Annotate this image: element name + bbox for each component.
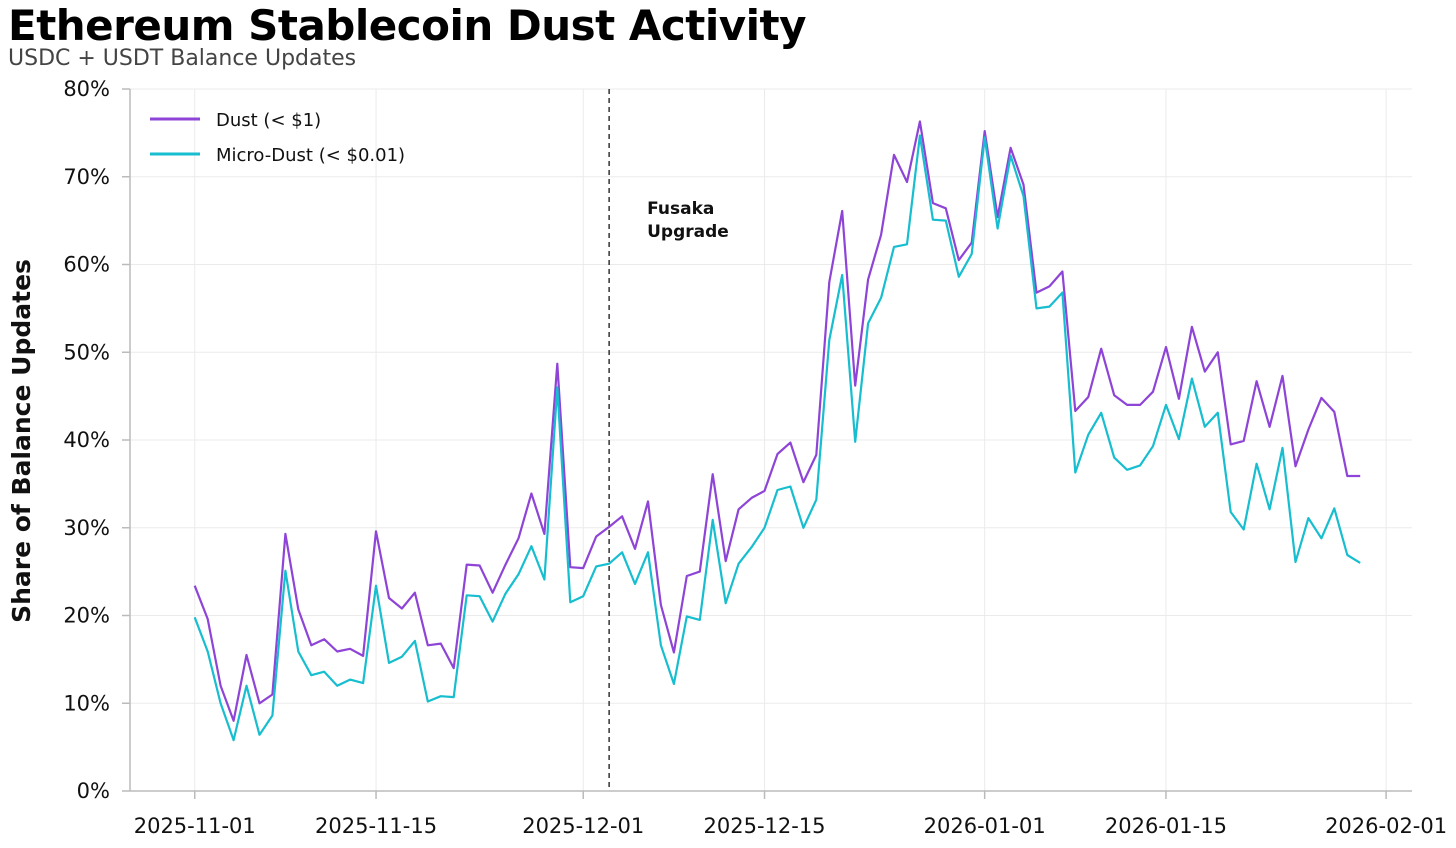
annotation-label: Upgrade (647, 222, 729, 242)
legend-label: Micro-Dust (< $0.01) (216, 145, 405, 166)
series-lines (193, 120, 1361, 742)
x-tick-label: 2026-01-01 (924, 814, 1046, 838)
x-tick-label: 2025-12-15 (704, 814, 826, 838)
x-tick-label: 2025-11-01 (134, 814, 256, 838)
series-line-0 (193, 120, 1361, 722)
x-tick-label: 2025-11-15 (315, 814, 437, 838)
x-tick-label: 2026-02-01 (1325, 814, 1447, 838)
annotation-label: Fusaka (647, 199, 714, 219)
axes (122, 88, 1412, 799)
y-tick-label: 10% (63, 691, 110, 715)
y-tick-label: 60% (63, 253, 110, 277)
legend-label: Dust (< $1) (216, 110, 321, 131)
x-tick-label: 2025-12-01 (522, 814, 644, 838)
annotations: Fusaka Upgrade (608, 89, 729, 791)
y-tick-label: 30% (63, 516, 110, 540)
y-tick-label: 20% (63, 604, 110, 628)
chart-title: Ethereum Stablecoin Dust Activity (8, 1, 807, 50)
series-line-1 (193, 134, 1361, 742)
y-tick-label: 40% (63, 428, 110, 452)
x-tick-label: 2026-01-15 (1105, 814, 1227, 838)
y-tick-label: 70% (63, 165, 110, 189)
y-axis-label: Share of Balance Updates (7, 259, 36, 623)
y-tick-label: 80% (63, 77, 110, 101)
chart-subtitle: USDC + USDT Balance Updates (8, 46, 357, 71)
y-tick-label: 0% (77, 779, 110, 803)
tick-labels: 0% 10% 20% 30% 40% 50% 60% 70% 80% 2025-11-01 2025… (63, 77, 1447, 838)
y-tick-label: 50% (63, 340, 110, 364)
legend: Dust (< $1) Micro-Dust (< $0.01) (150, 110, 405, 166)
grid (130, 88, 1412, 792)
